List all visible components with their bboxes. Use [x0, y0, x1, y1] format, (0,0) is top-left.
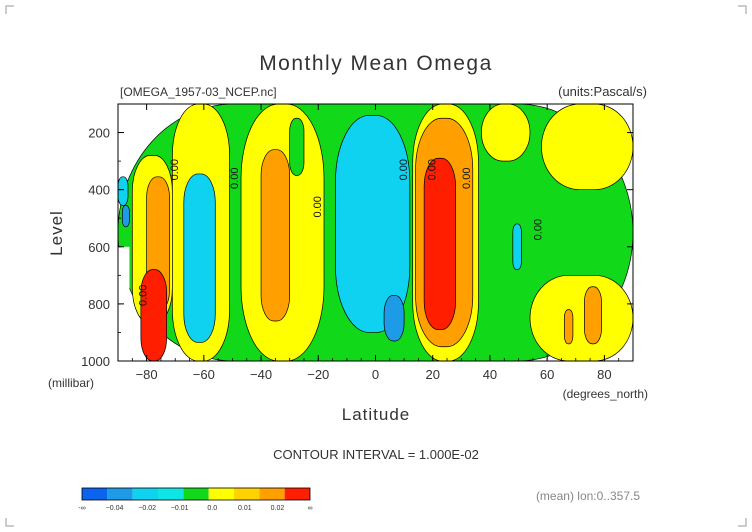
- heatmap-region-5: [140, 269, 167, 361]
- missing-region-1: [129, 318, 136, 361]
- y-axis-unit: (millibar): [48, 376, 94, 390]
- x-tick-label: −20: [307, 367, 329, 382]
- colorbar-swatch: [259, 488, 285, 500]
- contour-label: 0.00: [532, 219, 544, 240]
- colorbar-swatch: [158, 488, 184, 500]
- heatmap-region-10: [289, 117, 305, 176]
- colorbar-frame: [81, 487, 311, 501]
- heatmap-region-21: [512, 223, 522, 270]
- y-tick-label: 200: [88, 126, 110, 141]
- colorbar-label: ∞: [308, 505, 313, 512]
- contour-label: 0.00: [312, 196, 324, 217]
- x-axis-unit: (degrees_north): [563, 387, 648, 401]
- colorbar-label: 0.0: [207, 505, 217, 512]
- colorbar-swatch: [107, 488, 133, 500]
- colorbar-label: 0.02: [271, 505, 285, 512]
- contour-label: 0.00: [427, 159, 439, 180]
- heatmap-region-19: [584, 286, 602, 345]
- heatmap-region-12: [383, 294, 405, 342]
- contour-label: 0.00: [138, 285, 150, 306]
- colorbar-swatch: [132, 488, 158, 500]
- x-tick-label: 0: [372, 367, 379, 382]
- y-tick-label: 1000: [81, 354, 110, 369]
- crop-marks: [5, 5, 747, 527]
- heatmap-region-7: [183, 173, 216, 343]
- colorbar-swatch: [284, 488, 310, 500]
- heatmap-region-2: [121, 205, 130, 228]
- colorbar-label: −0.02: [138, 505, 156, 512]
- heatmap-region-11: [335, 115, 411, 333]
- heatmap-region-15: [423, 157, 456, 330]
- chart-subtitle-file: [OMEGA_1957-03_NCEP.nc]: [120, 85, 277, 99]
- contour-label: 0.00: [461, 168, 473, 189]
- y-tick-label: 800: [88, 297, 110, 312]
- colorbar-label: -∞: [78, 505, 85, 512]
- contour-labels: 0.00 0.00 0.00 0.00 0.00 0.00 0.00 0.00: [138, 159, 545, 306]
- contour-interval-text: CONTOUR INTERVAL = 1.000E-02: [273, 447, 479, 462]
- colorbar-swatch: [208, 488, 234, 500]
- x-axis: −80 −60 −40 −20 0 20 40 60 80: [117, 104, 634, 382]
- chart-subtitle-units: (units:Pascal/s): [558, 84, 647, 99]
- x-tick-label: 40: [483, 367, 497, 382]
- y-axis: 200 400 600 800 1000: [81, 103, 633, 369]
- x-tick-label: −40: [250, 367, 272, 382]
- heatmap-region-1: [118, 176, 129, 206]
- chart-title: Monthly Mean Omega: [259, 52, 493, 75]
- contour-label: 0.00: [229, 168, 241, 189]
- y-tick-label: 600: [88, 240, 110, 255]
- contour-label: 0.00: [398, 159, 410, 180]
- colorbar-swatch: [234, 488, 260, 500]
- x-tick-label: 60: [540, 367, 554, 382]
- y-axis-label: Level: [47, 210, 66, 256]
- colorbar-label: 0.01: [238, 505, 252, 512]
- colorbar: -∞ −0.04 −0.02 −0.01 0.0 0.01 0.02 ∞: [78, 487, 313, 512]
- heatmap-region-20: [563, 309, 574, 345]
- x-axis-label: Latitude: [342, 405, 411, 424]
- mean-note: (mean) lon:0..357.5: [536, 489, 640, 503]
- x-tick-label: 20: [425, 367, 439, 382]
- heatmap-regions: [118, 104, 633, 361]
- x-tick-label: 80: [597, 367, 611, 382]
- colorbar-swatch: [82, 488, 108, 500]
- heatmap-region-18: [529, 274, 633, 361]
- colorbar-swatch: [183, 488, 209, 500]
- contour-label: 0.00: [169, 159, 181, 180]
- heatmap-region-16: [481, 104, 531, 162]
- colorbar-label: −0.01: [171, 505, 189, 512]
- y-tick-label: 400: [88, 183, 110, 198]
- x-tick-label: −60: [193, 367, 215, 382]
- heatmap-region-17: [541, 104, 633, 191]
- colorbar-label: −0.04: [106, 505, 124, 512]
- heatmap-region-9: [260, 149, 291, 322]
- x-tick-label: −80: [136, 367, 158, 382]
